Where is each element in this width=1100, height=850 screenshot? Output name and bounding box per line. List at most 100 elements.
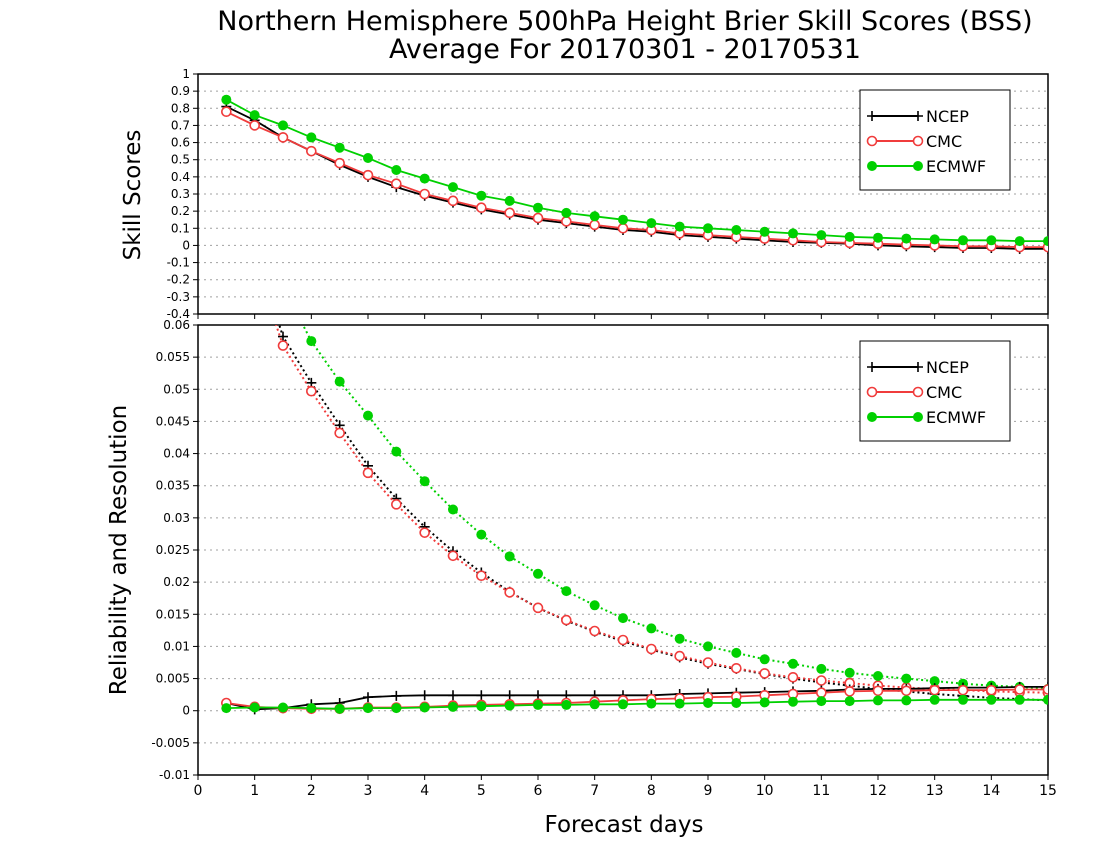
top-y-tick-label: 1 bbox=[182, 67, 190, 81]
top-y-tick-label: 0.1 bbox=[171, 221, 190, 235]
top-legend-marker-ncep bbox=[867, 111, 877, 121]
bottom-resolution-point-ecmwf bbox=[278, 281, 288, 291]
bottom-reliability-point-ecmwf bbox=[901, 695, 912, 706]
top-y-tick-label: -0.3 bbox=[167, 290, 190, 304]
bottom-resolution-point-ecmwf bbox=[533, 568, 543, 579]
bottom-y-tick-label: 0.01 bbox=[163, 639, 190, 653]
bottom-reliability-point-ecmwf bbox=[873, 695, 883, 706]
bottom-reliability-point-ecmwf bbox=[703, 698, 713, 708]
bottom-reliability-point-ecmwf bbox=[731, 698, 742, 708]
x-tick-label: 3 bbox=[364, 783, 373, 799]
bottom-y-tick-label: -0.01 bbox=[159, 768, 190, 782]
bottom-resolution-point-cmc bbox=[561, 614, 572, 626]
top-y-tick-label: -0.2 bbox=[167, 273, 190, 287]
bottom-resolution-point-cmc bbox=[277, 340, 289, 351]
top-bss-point-ecmwf bbox=[873, 232, 883, 243]
top-bss-point-ecmwf bbox=[901, 233, 912, 244]
bottom-resolution-point-ecmwf bbox=[391, 446, 402, 457]
bottom-reliability-point-ecmwf bbox=[504, 700, 515, 711]
bottom-resolution-point-ecmwf bbox=[363, 410, 373, 421]
bottom-legend-label-cmc: CMC bbox=[926, 383, 962, 402]
x-tick-label: 10 bbox=[756, 783, 774, 799]
top-bss-point-ecmwf bbox=[306, 132, 317, 143]
top-bss-point-ecmwf bbox=[504, 195, 515, 206]
bottom-plot-frame bbox=[197, 324, 1049, 776]
bottom-reliability-point-ecmwf bbox=[476, 701, 487, 712]
bottom-resolution-point-cmc bbox=[447, 550, 459, 562]
x-tick-label: 4 bbox=[420, 783, 429, 799]
top-legend-label-ncep: NCEP bbox=[926, 107, 969, 126]
x-tick-label: 2 bbox=[307, 783, 316, 799]
bottom-y-tick-label: 0.045 bbox=[156, 414, 190, 428]
top-bss-point-ecmwf bbox=[816, 230, 827, 241]
bottom-resolution-point-cmc bbox=[391, 499, 402, 510]
bottom-reliability-point-ecmwf bbox=[759, 697, 770, 708]
bottom-reliability-point-ecmwf bbox=[334, 703, 345, 714]
bottom-reliability-point-ecmwf bbox=[221, 703, 232, 714]
bottom-resolution-point-ecmwf bbox=[504, 551, 515, 562]
top-y-tick-label: 0.9 bbox=[171, 84, 190, 98]
top-bss-point-ecmwf bbox=[1014, 236, 1025, 247]
top-y-tick-label: -0.4 bbox=[167, 307, 190, 321]
bottom-resolution-point-cmc bbox=[617, 634, 629, 646]
bottom-resolution-point-cmc bbox=[532, 602, 544, 614]
bottom-y-tick-label: 0 bbox=[182, 704, 190, 718]
top-y-tick-label: 0.4 bbox=[171, 170, 190, 184]
bottom-y-tick-label: 0.06 bbox=[163, 318, 190, 332]
bottom-legend-label-ncep: NCEP bbox=[926, 358, 969, 377]
top-y-tick-label: 0.5 bbox=[171, 153, 190, 167]
bottom-resolution-point-ecmwf bbox=[873, 671, 883, 681]
bottom-y-tick-label: 0.015 bbox=[156, 607, 190, 621]
bottom-resolution-line-cmc bbox=[275, 325, 1048, 694]
top-legend: NCEP CMC ECMWF bbox=[859, 89, 1011, 191]
top-legend-marker-ecmwf bbox=[913, 161, 923, 171]
bottom-y-axis-label: Reliability and Resolution bbox=[106, 405, 132, 695]
top-legend-label-cmc: CMC bbox=[926, 132, 962, 151]
x-tick-label: 9 bbox=[704, 783, 713, 799]
bottom-resolution-point-cmc bbox=[646, 643, 657, 655]
bottom-resolution-point-cmc bbox=[816, 675, 827, 686]
top-bss-point-cmc bbox=[561, 216, 572, 227]
bottom-resolution-point-ecmwf bbox=[448, 504, 458, 515]
bottom-resolution-point-cmc bbox=[419, 527, 430, 538]
top-bss-point-cmc bbox=[334, 157, 345, 169]
bottom-reliability-point-ecmwf bbox=[1043, 694, 1048, 705]
top-legend-marker-cmc bbox=[912, 135, 924, 147]
bottom-resolution-point-cmc bbox=[674, 650, 685, 662]
top-y-tick-label: 0.8 bbox=[171, 101, 190, 115]
bottom-resolution-point-ecmwf bbox=[419, 476, 430, 487]
skill-scores-panel: -0.4 -0.3 -0.2 -0.1 0 0.1 0.2 0.3 0.4 0.5 0.6 0.7 0.… bbox=[167, 67, 1049, 321]
top-bss-point-ecmwf bbox=[703, 223, 713, 234]
top-bss-point-ecmwf bbox=[419, 173, 430, 184]
bottom-resolution-point-ecmwf bbox=[306, 336, 317, 347]
x-axis-label: Forecast days bbox=[545, 812, 704, 838]
bottom-reliability-point-ecmwf bbox=[618, 699, 628, 710]
top-bss-point-ecmwf bbox=[221, 94, 232, 105]
top-bss-point-cmc bbox=[476, 202, 487, 214]
bottom-y-tick-label: 0.03 bbox=[163, 511, 190, 525]
bottom-resolution-point-ecmwf bbox=[589, 600, 600, 611]
bottom-reliability-point-ecmwf bbox=[929, 694, 940, 705]
bottom-resolution-point-ecmwf bbox=[646, 623, 657, 634]
top-bss-point-ecmwf bbox=[646, 218, 657, 229]
top-bss-point-cmc bbox=[589, 219, 600, 231]
bottom-resolution-point-ecmwf bbox=[731, 647, 742, 658]
top-bss-point-cmc bbox=[419, 188, 430, 200]
top-bss-point-ecmwf bbox=[334, 142, 345, 153]
x-tick-label: 13 bbox=[926, 783, 944, 799]
top-bss-point-ecmwf bbox=[249, 110, 260, 121]
top-bss-point-ecmwf bbox=[986, 235, 997, 246]
top-y-axis-label: Skill Scores bbox=[120, 130, 146, 261]
bottom-y-tick-label: 0.05 bbox=[163, 382, 190, 396]
bottom-resolution-point-ecmwf bbox=[901, 673, 912, 684]
bottom-series-group bbox=[221, 256, 1048, 715]
top-bss-point-cmc bbox=[221, 106, 232, 118]
bottom-resolution-point-ecmwf bbox=[788, 658, 798, 669]
top-y-tick-label: -0.1 bbox=[167, 256, 190, 270]
top-bss-point-cmc bbox=[306, 145, 317, 157]
bottom-resolution-point-cmc bbox=[250, 256, 259, 265]
bottom-reliability-point-cmc bbox=[929, 684, 940, 696]
x-tick-label: 0 bbox=[194, 783, 203, 799]
bottom-reliability-point-ecmwf bbox=[958, 694, 968, 705]
chart-title-line2: Average For 20170301 - 20170531 bbox=[389, 34, 861, 65]
